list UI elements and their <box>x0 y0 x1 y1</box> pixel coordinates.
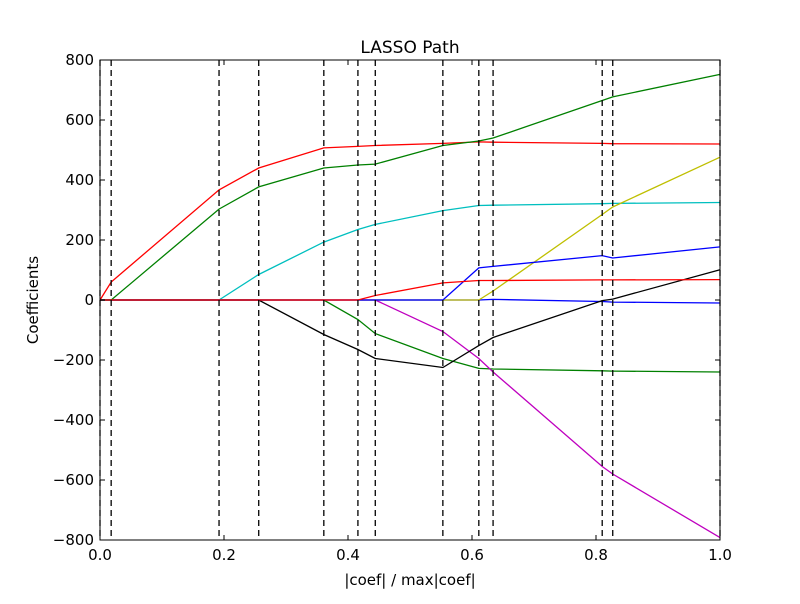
x-tick-label: 0.0 <box>88 546 112 564</box>
series-line-5 <box>100 156 721 301</box>
y-axis-label: Coefficients <box>24 256 42 344</box>
y-tick-label: 0 <box>84 291 94 309</box>
chart-title: LASSO Path <box>360 38 459 58</box>
series-line-2 <box>99 141 721 301</box>
y-tick-label: −600 <box>53 471 94 489</box>
series-line-8 <box>100 73 721 301</box>
x-tick-label: 0.8 <box>584 546 608 564</box>
y-tick-label: −200 <box>53 351 94 369</box>
y-tick-label: −800 <box>53 531 94 549</box>
series-line-1 <box>100 299 721 373</box>
y-tick-label: 800 <box>65 51 94 69</box>
x-tick-label: 0.6 <box>460 546 484 564</box>
series-line-6 <box>100 269 721 369</box>
y-tick-label: −400 <box>53 411 94 429</box>
series-line-3 <box>100 201 721 301</box>
x-tick-label: 0.4 <box>336 546 360 564</box>
series-line-7 <box>100 246 721 301</box>
y-tick-label: 600 <box>65 111 94 129</box>
y-tick-label: 400 <box>65 171 94 189</box>
series-line-9 <box>100 278 721 301</box>
series-line-4 <box>100 299 721 539</box>
x-tick-label: 1.0 <box>708 546 732 564</box>
x-tick-label: 0.2 <box>212 546 236 564</box>
x-axis-label: |coef| / max|coef| <box>344 571 475 589</box>
y-tick-label: 200 <box>65 231 94 249</box>
